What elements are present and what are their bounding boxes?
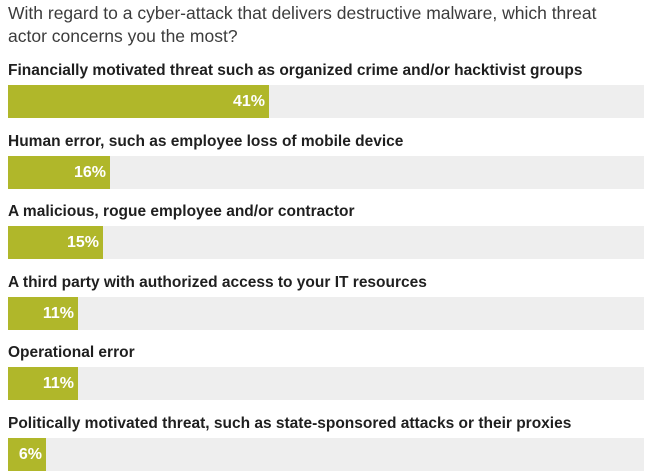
bar [8,226,103,259]
category-label: Human error, such as employee loss of mo… [8,132,404,150]
bar-track: 16% [8,155,644,189]
category-label: A malicious, rogue employee and/or contr… [8,203,355,220]
category-label: Politically motivated threat, such as st… [8,414,572,432]
bar-track: 11% [8,367,644,400]
category-label: Financially motivated threat such as org… [8,62,583,79]
value-label: 11% [42,375,74,392]
value-label: 15% [66,234,99,251]
bar-track: 6% [8,437,644,471]
bar-track: 11% [8,296,644,330]
bar [8,367,78,400]
category-label: A third party with authorized access to … [8,273,427,291]
bar [8,437,46,471]
value-label: 6% [18,445,42,463]
value-label: 16% [73,163,106,181]
bar-track: 41% [8,85,644,118]
chart-title: With regard to a cyber-attack that deliv… [8,3,597,46]
category-label: Operational error [8,344,135,361]
value-label: 11% [42,304,74,322]
bar [8,85,269,118]
value-label: 41% [232,93,265,110]
bar [8,296,78,330]
bar-track: 15% [8,226,644,259]
bar [8,155,110,189]
